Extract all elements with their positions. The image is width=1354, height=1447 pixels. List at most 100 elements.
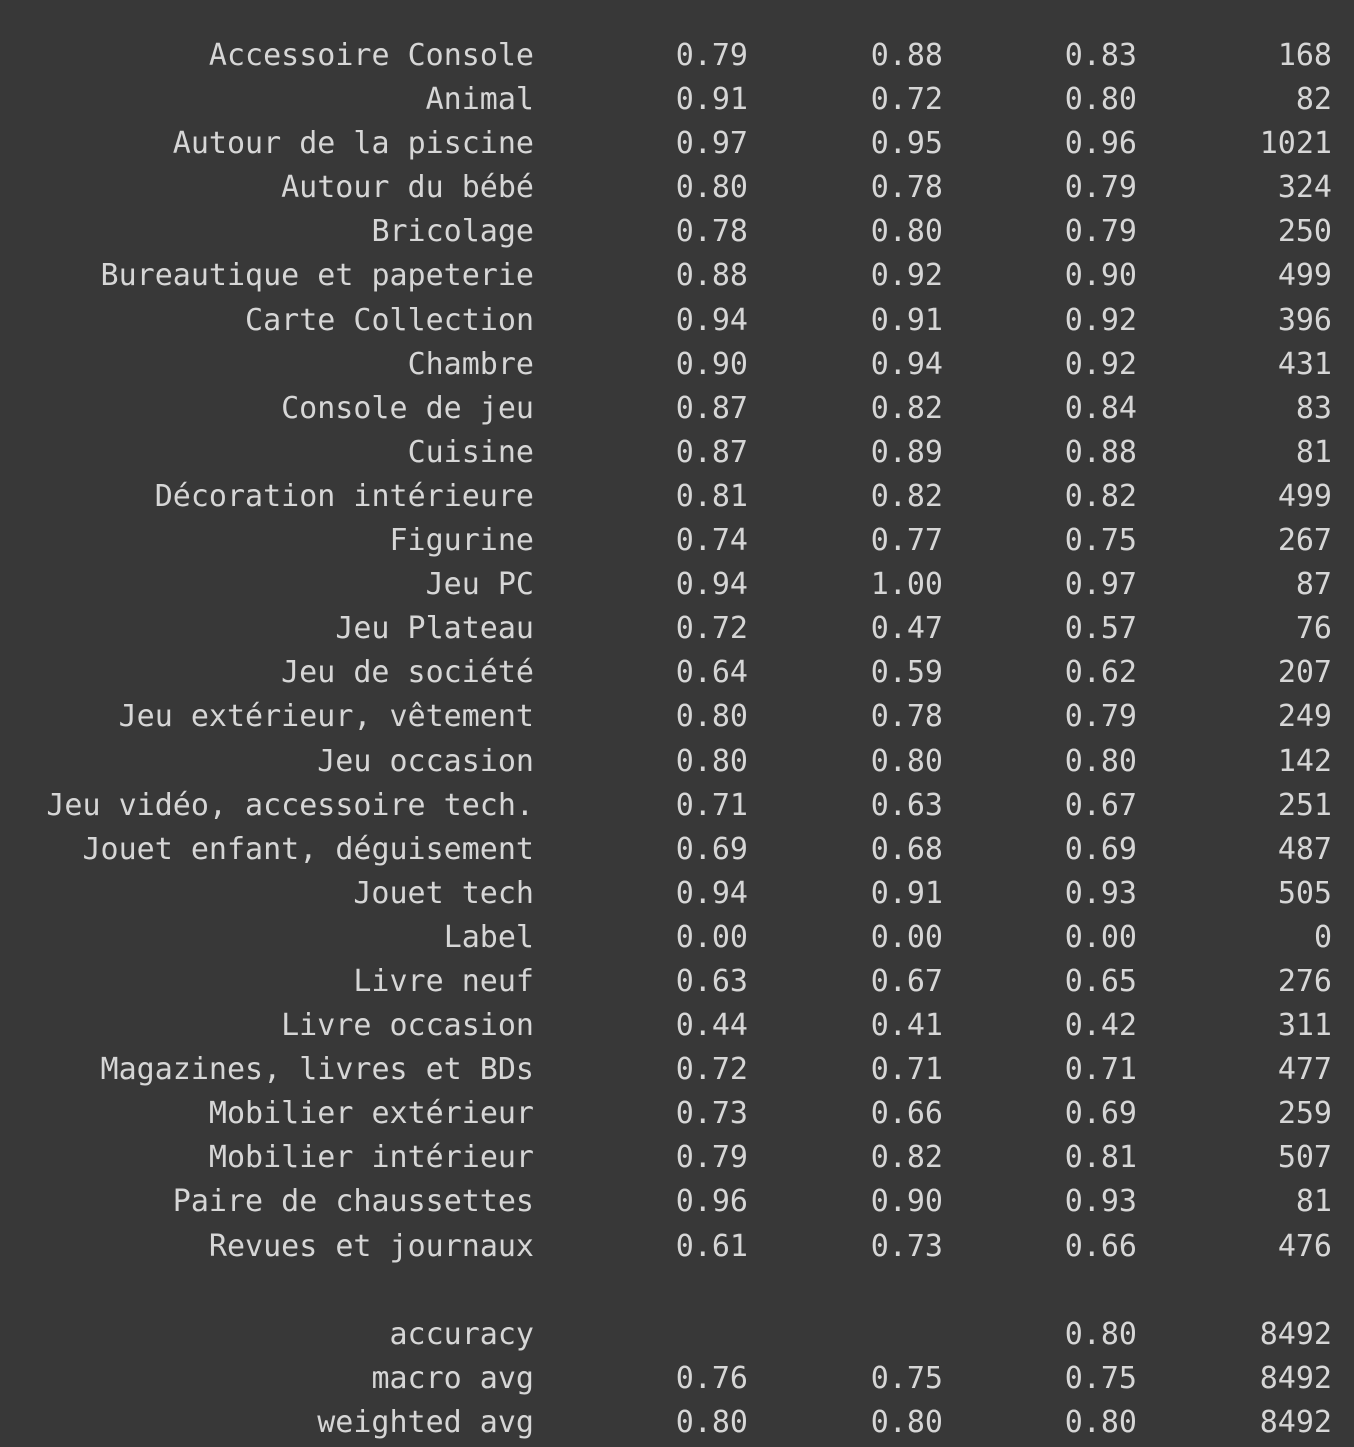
f1-score-value: 0.62 — [1064, 655, 1137, 691]
support-value: 249 — [1277, 699, 1332, 735]
support-value: 76 — [1295, 611, 1332, 647]
report-row: Figurine 0.74 0.77 0.75 267 — [0, 519, 1354, 563]
f1-score-value: 0.71 — [1064, 1052, 1137, 1088]
report-row: Jeu vidéo, accessoire tech. 0.71 0.63 0.67 2… — [0, 784, 1354, 828]
report-row: Bureautique et papeterie 0.88 0.92 0.90 499 — [0, 254, 1354, 298]
precision-value: 0.78 — [675, 214, 748, 250]
class-label: Label — [443, 919, 534, 955]
precision-value: 0.88 — [675, 258, 748, 294]
recall-value: 0.47 — [870, 611, 943, 647]
recall-value: 0.80 — [870, 214, 943, 250]
f1-score-value: 0.57 — [1064, 611, 1137, 647]
recall-value: 0.95 — [870, 126, 943, 162]
precision-value: 0.94 — [675, 302, 748, 338]
f1-score-value: 0.67 — [1064, 787, 1137, 823]
report-row: Jeu PC 0.94 1.00 0.97 87 — [0, 563, 1354, 607]
precision-value: 0.69 — [675, 831, 748, 867]
support-value: 499 — [1277, 478, 1332, 514]
report-row: Autour du bébé 0.80 0.78 0.79 324 — [0, 166, 1354, 210]
report-row: Accessoire Console 0.79 0.88 0.83 168 — [0, 34, 1354, 78]
class-label: Livre neuf — [353, 963, 534, 999]
report-row: Mobilier intérieur 0.79 0.82 0.81 507 — [0, 1136, 1354, 1180]
class-label: Jeu extérieur, vêtement — [118, 699, 534, 735]
class-label: Cuisine — [407, 434, 534, 470]
precision-value: 0.80 — [675, 699, 748, 735]
support-value: 1021 — [1259, 126, 1332, 162]
class-label: Console de jeu — [281, 390, 534, 426]
recall-value: 0.80 — [870, 1404, 943, 1440]
class-label: Jouet enfant, déguisement — [82, 831, 534, 867]
report-row: Animal 0.91 0.72 0.80 82 — [0, 78, 1354, 122]
class-label: Bricolage — [371, 214, 534, 250]
recall-value: 0.91 — [870, 302, 943, 338]
f1-score-value: 0.65 — [1064, 963, 1137, 999]
support-value: 8492 — [1259, 1404, 1332, 1440]
report-row: Carte Collection 0.94 0.91 0.92 396 — [0, 299, 1354, 343]
precision-value: 0.87 — [675, 434, 748, 470]
support-value: 396 — [1277, 302, 1332, 338]
f1-score-value: 0.82 — [1064, 478, 1137, 514]
f1-score-value: 0.66 — [1064, 1228, 1137, 1264]
f1-score-value: 0.84 — [1064, 390, 1137, 426]
report-row: Livre neuf 0.63 0.67 0.65 276 — [0, 960, 1354, 1004]
report-row: Label 0.00 0.00 0.00 0 — [0, 916, 1354, 960]
recall-value: 0.94 — [870, 346, 943, 382]
f1-score-value: 0.96 — [1064, 126, 1137, 162]
f1-score-value: 0.97 — [1064, 567, 1137, 603]
report-row: Console de jeu 0.87 0.82 0.84 83 — [0, 387, 1354, 431]
f1-score-value: 0.79 — [1064, 170, 1137, 206]
support-value: 507 — [1277, 1140, 1332, 1176]
recall-value: 0.67 — [870, 963, 943, 999]
f1-score-value: 0.69 — [1064, 831, 1137, 867]
report-row: Décoration intérieure 0.81 0.82 0.82 499 — [0, 475, 1354, 519]
f1-score-value: 0.75 — [1064, 1360, 1137, 1396]
f1-score-value: 0.80 — [1064, 743, 1137, 779]
support-value: 431 — [1277, 346, 1332, 382]
report-row: Jeu Plateau 0.72 0.47 0.57 76 — [0, 607, 1354, 651]
f1-score-value: 0.93 — [1064, 1184, 1137, 1220]
f1-score-value: 0.93 — [1064, 875, 1137, 911]
precision-value: 0.87 — [675, 390, 748, 426]
recall-value: 1.00 — [870, 567, 943, 603]
class-label: Figurine — [389, 523, 535, 559]
precision-value: 0.79 — [675, 1140, 748, 1176]
recall-value: 0.88 — [870, 38, 943, 73]
support-value: 505 — [1277, 875, 1332, 911]
recall-value: 0.78 — [870, 170, 943, 206]
report-row: Livre occasion 0.44 0.41 0.42 311 — [0, 1004, 1354, 1048]
class-label: Animal — [425, 82, 534, 118]
precision-value: 0.97 — [675, 126, 748, 162]
report-row: Jouet enfant, déguisement 0.69 0.68 0.69 487 — [0, 828, 1354, 872]
class-label: Livre occasion — [281, 1008, 534, 1044]
support-value: 207 — [1277, 655, 1332, 691]
class-label: weighted avg — [317, 1404, 534, 1440]
report-row: Jeu de société 0.64 0.59 0.62 207 — [0, 651, 1354, 695]
report-row: Bricolage 0.78 0.80 0.79 250 — [0, 210, 1354, 254]
f1-score-value: 0.83 — [1064, 38, 1137, 73]
support-value: 83 — [1295, 390, 1332, 426]
class-label: accuracy — [389, 1316, 535, 1352]
f1-score-value: 0.90 — [1064, 258, 1137, 294]
class-label: Jeu de société — [281, 655, 534, 691]
precision-value: 0.61 — [675, 1228, 748, 1264]
precision-value: 0.90 — [675, 346, 748, 382]
recall-value: 0.82 — [870, 390, 943, 426]
f1-score-value: 0.92 — [1064, 302, 1137, 338]
recall-value: 0.89 — [870, 434, 943, 470]
support-value: 8492 — [1259, 1316, 1332, 1352]
precision-value: 0.80 — [675, 170, 748, 206]
class-label: Jouet tech — [353, 875, 534, 911]
class-label: macro avg — [371, 1360, 534, 1396]
f1-score-value: 0.81 — [1064, 1140, 1137, 1176]
class-label: Jeu vidéo, accessoire tech. — [46, 787, 534, 823]
summary-row: weighted avg 0.80 0.80 0.80 8492 — [0, 1401, 1354, 1445]
f1-score-value: 0.80 — [1064, 1404, 1137, 1440]
class-label: Jeu PC — [425, 567, 534, 603]
support-value: 251 — [1277, 787, 1332, 823]
f1-score-value: 0.75 — [1064, 523, 1137, 559]
support-value: 87 — [1295, 567, 1332, 603]
recall-value: 0.82 — [870, 1140, 943, 1176]
class-label: Chambre — [407, 346, 534, 382]
recall-value: 0.71 — [870, 1052, 943, 1088]
report-row: Revues et journaux 0.61 0.73 0.66 476 — [0, 1225, 1354, 1269]
